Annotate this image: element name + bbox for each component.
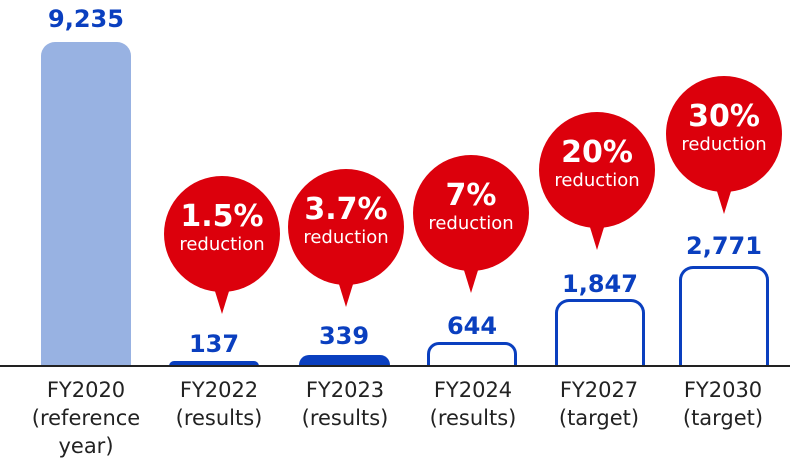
x-tick-sub: (target) [558,406,640,430]
bar-fy2030 [679,266,769,366]
x-tick-sub: (results) [429,406,517,430]
bar-fy2022 [169,361,259,366]
reduction-bar-chart: 9,235 137 1.5% reduction 339 3.7% reduct… [0,5,790,458]
x-tick-label-fy2022: FY2022 (results) [134,376,304,432]
x-tick-year: FY2022 [179,378,259,402]
reduction-percent: 20% [561,135,633,170]
x-tick-label-fy2020: FY2020 (reference year) [1,376,171,460]
bar-fy2024 [427,342,517,366]
x-tick-label-fy2030: FY2030 (target) [638,376,790,432]
value-label-fy2023: 339 [318,322,370,350]
x-tick-sub: (results) [301,406,389,430]
bubble-pointer-icon [463,267,479,293]
reduction-percent: 1.5% [180,199,264,234]
bubble-pointer-icon [589,224,605,250]
bubble-pointer-icon [716,188,732,214]
reduction-label: reduction [428,213,514,234]
x-tick-label-fy2024: FY2024 (results) [388,376,558,432]
reduction-bubble-fy2022: 1.5% reduction [164,176,280,314]
reduction-label: reduction [681,134,767,155]
x-tick-sub: (target) [682,406,764,430]
x-tick-label-fy2027: FY2027 (target) [514,376,684,432]
value-label-fy2022: 137 [188,330,240,358]
x-axis-line [0,365,790,367]
reduction-bubble-fy2023: 3.7% reduction [288,169,404,307]
x-tick-label-fy2023: FY2023 (results) [260,376,430,432]
reduction-percent: 30% [688,99,760,134]
bar-fy2020 [41,42,131,366]
reduction-label: reduction [179,234,265,255]
value-label-fy2024: 644 [446,312,498,340]
bubble-pointer-icon [214,288,230,314]
value-label-fy2030: 2,771 [686,232,762,260]
x-tick-year: FY2023 [305,378,385,402]
reduction-bubble-fy2024: 7% reduction [413,155,529,293]
bubble-pointer-icon [338,281,354,307]
reduction-label: reduction [303,227,389,248]
x-tick-year: FY2030 [683,378,763,402]
x-tick-year: FY2027 [559,378,639,402]
x-tick-year: FY2024 [433,378,513,402]
x-tick-sub: (results) [175,406,263,430]
reduction-percent: 3.7% [304,192,388,227]
value-label-fy2027: 1,847 [562,270,638,298]
x-tick-year: FY2020 [46,378,126,402]
reduction-bubble-fy2027: 20% reduction [539,112,655,250]
reduction-label: reduction [554,170,640,191]
reduction-percent: 7% [445,178,497,213]
bar-fy2023 [299,355,390,366]
value-label-fy2020: 9,235 [48,5,124,33]
reduction-bubble-fy2030: 30% reduction [666,76,782,214]
bar-fy2027 [555,299,645,366]
